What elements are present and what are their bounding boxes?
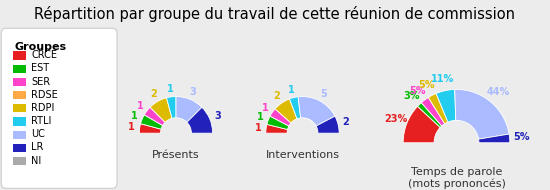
Text: 1: 1 <box>262 103 269 113</box>
Text: UC: UC <box>31 129 45 139</box>
Text: LR: LR <box>31 142 43 152</box>
Text: 2: 2 <box>274 91 280 101</box>
Text: 5%: 5% <box>513 132 530 142</box>
Text: 3%: 3% <box>403 91 420 101</box>
Text: RDPI: RDPI <box>31 103 54 113</box>
Text: 5%: 5% <box>410 86 426 96</box>
Text: 1: 1 <box>131 111 138 121</box>
Text: 1: 1 <box>137 101 144 111</box>
Text: EST: EST <box>31 63 50 73</box>
Text: 3: 3 <box>190 87 196 97</box>
Text: 5%: 5% <box>419 80 435 90</box>
Text: 3: 3 <box>214 111 221 121</box>
Text: Répartition par groupe du travail de cette réunion de commission: Répartition par groupe du travail de cet… <box>35 6 515 22</box>
Wedge shape <box>267 116 289 130</box>
Text: 1: 1 <box>128 122 135 132</box>
Text: RTLI: RTLI <box>31 116 52 126</box>
Wedge shape <box>176 97 202 122</box>
Bar <box>13 91 26 99</box>
Text: 44%: 44% <box>486 87 509 97</box>
Bar <box>13 144 26 152</box>
Bar <box>13 51 26 60</box>
Text: 1: 1 <box>255 123 261 133</box>
Wedge shape <box>150 98 172 122</box>
Text: Présents: Présents <box>152 150 200 160</box>
Text: RDSE: RDSE <box>31 90 58 100</box>
Wedge shape <box>436 89 456 122</box>
Bar <box>13 157 26 165</box>
Wedge shape <box>417 103 442 127</box>
Text: 5: 5 <box>320 89 327 99</box>
Text: 2: 2 <box>343 117 349 127</box>
Bar <box>13 117 26 126</box>
Text: Temps de parole
(mots prononcés): Temps de parole (mots prononcés) <box>408 167 505 189</box>
Text: 23%: 23% <box>384 114 408 124</box>
Wedge shape <box>455 89 509 139</box>
Wedge shape <box>167 97 176 118</box>
Bar <box>13 78 26 86</box>
Bar <box>13 65 26 73</box>
Wedge shape <box>289 97 301 119</box>
Text: 1: 1 <box>288 85 295 95</box>
Wedge shape <box>144 107 165 125</box>
Text: CRCE: CRCE <box>31 50 57 60</box>
Wedge shape <box>428 93 448 124</box>
Text: 2: 2 <box>150 89 157 99</box>
Wedge shape <box>403 106 440 143</box>
Text: 1: 1 <box>167 84 174 94</box>
Wedge shape <box>421 97 444 126</box>
Text: NI: NI <box>31 156 41 165</box>
Text: Groupes: Groupes <box>14 42 66 52</box>
Text: SER: SER <box>31 77 51 86</box>
Text: Interventions: Interventions <box>266 150 339 160</box>
Wedge shape <box>270 109 291 126</box>
Bar <box>13 104 26 112</box>
Wedge shape <box>187 107 213 133</box>
Wedge shape <box>298 97 335 126</box>
Wedge shape <box>139 124 161 133</box>
Wedge shape <box>266 124 288 133</box>
Wedge shape <box>316 116 339 133</box>
Wedge shape <box>275 99 297 123</box>
FancyBboxPatch shape <box>1 28 117 188</box>
Wedge shape <box>141 115 163 129</box>
Bar <box>13 131 26 139</box>
Text: 11%: 11% <box>431 74 454 84</box>
Text: 1: 1 <box>257 112 264 122</box>
Wedge shape <box>478 134 510 143</box>
